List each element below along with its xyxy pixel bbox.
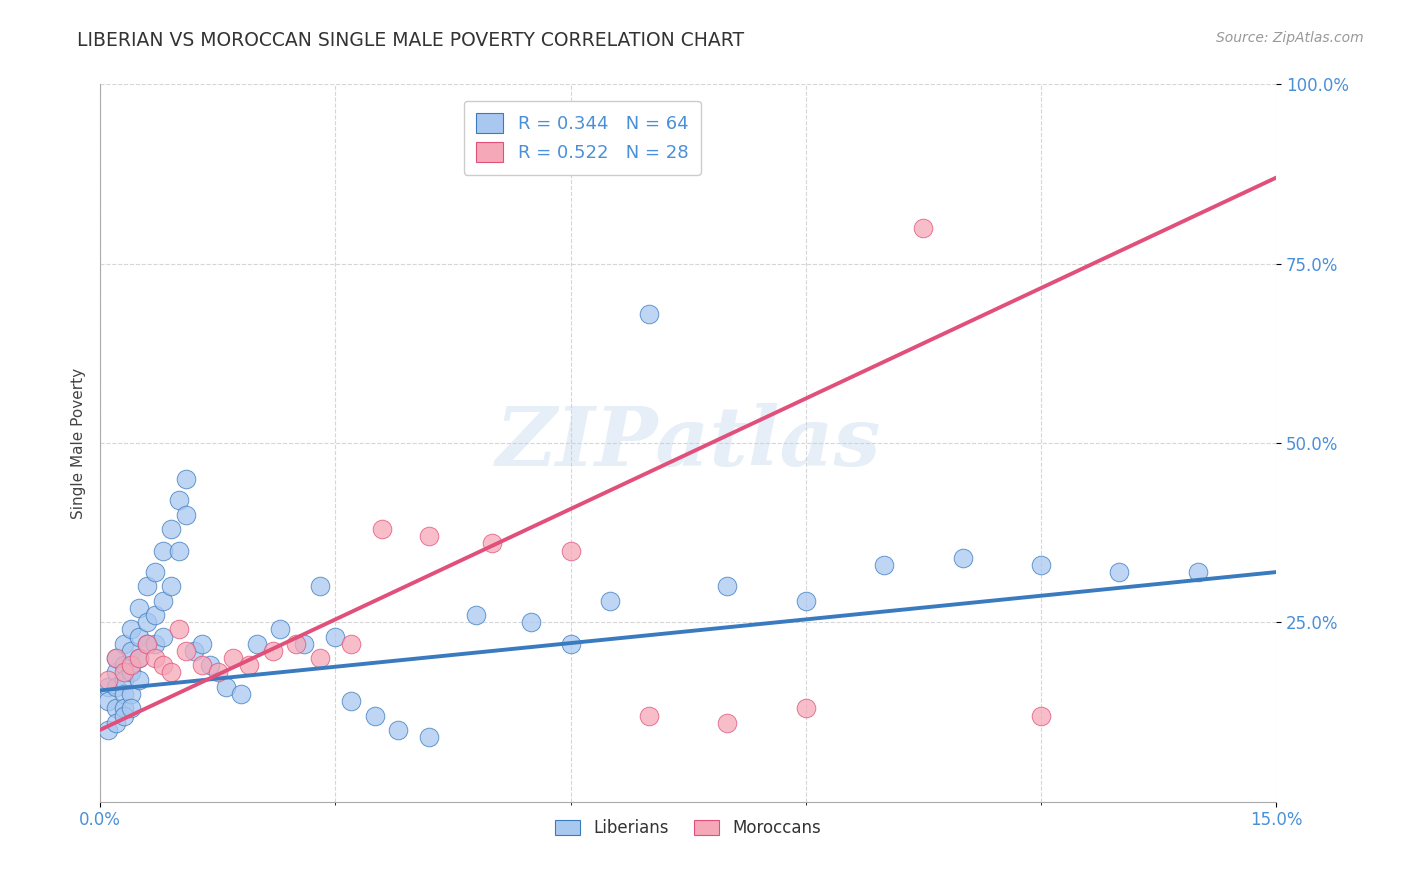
Point [340,694,363,708]
Point [128,651,150,665]
Point [716,715,738,730]
Point [262,644,284,658]
Point [143,651,166,665]
Point [121,644,143,658]
Point [112,701,135,715]
Point [238,658,260,673]
Point [418,730,440,744]
Point [167,543,190,558]
Point [176,472,198,486]
Point [269,623,291,637]
Point [97,673,120,687]
Point [387,723,409,737]
Point [167,493,190,508]
Point [104,680,127,694]
Point [176,644,198,658]
Point [136,637,159,651]
Point [560,637,582,651]
Point [560,543,582,558]
Point [136,579,159,593]
Y-axis label: Single Male Poverty: Single Male Poverty [72,368,86,518]
Point [371,522,394,536]
Point [112,637,135,651]
Point [97,723,120,737]
Point [152,594,174,608]
Point [136,637,159,651]
Point [198,658,221,673]
Point [520,615,543,630]
Point [176,508,198,522]
Point [104,715,127,730]
Point [121,665,143,680]
Point [952,550,974,565]
Point [159,522,181,536]
Point [112,665,135,680]
Point [183,644,205,658]
Point [159,665,181,680]
Point [191,658,214,673]
Text: Source: ZipAtlas.com: Source: ZipAtlas.com [1216,31,1364,45]
Point [97,694,120,708]
Point [152,630,174,644]
Point [231,687,253,701]
Point [323,630,346,644]
Point [340,637,363,651]
Point [143,637,166,651]
Point [112,708,135,723]
Point [143,565,166,579]
Point [638,708,661,723]
Point [207,665,229,680]
Point [418,529,440,543]
Point [246,637,269,651]
Point [599,594,621,608]
Point [1029,558,1052,572]
Legend: Liberians, Moroccans: Liberians, Moroccans [548,812,828,844]
Point [152,543,174,558]
Point [121,701,143,715]
Point [638,307,661,321]
Point [104,651,127,665]
Point [285,637,308,651]
Point [128,601,150,615]
Point [152,658,174,673]
Point [121,687,143,701]
Point [112,687,135,701]
Point [794,701,817,715]
Point [97,680,120,694]
Point [363,708,385,723]
Text: LIBERIAN VS MOROCCAN SINGLE MALE POVERTY CORRELATION CHART: LIBERIAN VS MOROCCAN SINGLE MALE POVERTY… [77,31,744,50]
Point [214,680,236,694]
Point [794,594,817,608]
Point [112,658,135,673]
Point [716,579,738,593]
Point [222,651,245,665]
Point [112,673,135,687]
Point [128,630,150,644]
Point [143,608,166,623]
Point [121,658,143,673]
Point [912,220,935,235]
Point [308,651,330,665]
Point [873,558,896,572]
Point [128,673,150,687]
Point [128,651,150,665]
Point [308,579,330,593]
Point [292,637,315,651]
Point [159,579,181,593]
Point [481,536,503,550]
Point [104,701,127,715]
Point [1108,565,1130,579]
Point [1187,565,1209,579]
Point [121,623,143,637]
Point [191,637,214,651]
Text: ZIPatlas: ZIPatlas [495,403,882,483]
Point [465,608,488,623]
Point [104,651,127,665]
Point [1029,708,1052,723]
Point [136,615,159,630]
Point [167,623,190,637]
Point [104,665,127,680]
